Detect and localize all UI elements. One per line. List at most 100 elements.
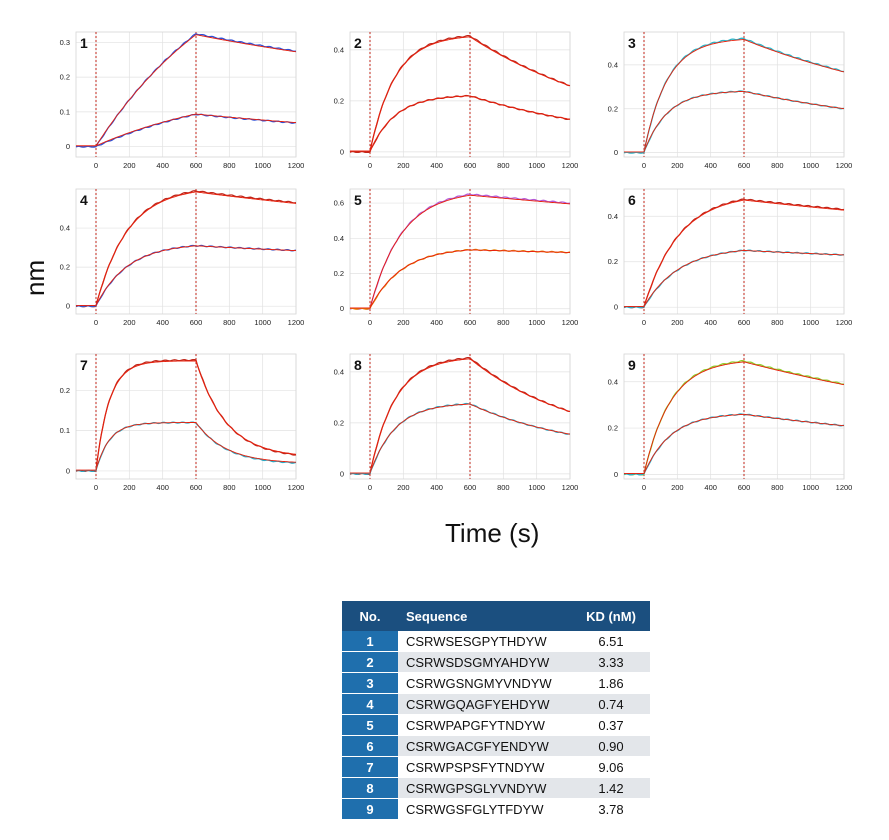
x-tick-label: 800 bbox=[771, 161, 784, 170]
row-sequence: CSRWGACGFYENDYW bbox=[398, 735, 572, 757]
y-tick-label: 0.4 bbox=[334, 45, 344, 54]
panel-number: 1 bbox=[80, 35, 88, 51]
x-tick-label: 200 bbox=[671, 483, 684, 492]
x-tick-label: 1000 bbox=[528, 483, 545, 492]
x-tick-label: 1200 bbox=[288, 161, 305, 170]
plot-frame bbox=[75, 31, 297, 158]
plot-frame bbox=[75, 188, 297, 315]
x-tick-label: 200 bbox=[123, 318, 136, 327]
plot-frame bbox=[623, 188, 845, 315]
x-tick-label: 400 bbox=[704, 483, 717, 492]
row-no: 9 bbox=[342, 798, 398, 820]
fit-curve bbox=[350, 403, 571, 474]
row-no: 1 bbox=[342, 631, 398, 652]
row-no: 4 bbox=[342, 693, 398, 715]
row-sequence: CSRWPSPSFYTNDYW bbox=[398, 756, 572, 778]
x-tick-label: 1000 bbox=[254, 161, 271, 170]
table-row: 4 CSRWGQAGFYEHDYW 0.74 bbox=[342, 693, 650, 715]
x-tick-label: 0 bbox=[642, 318, 646, 327]
row-sequence: CSRWGPSGLYVNDYW bbox=[398, 777, 572, 799]
y-tick-label: 0.4 bbox=[608, 60, 618, 69]
table-row: 5 CSRWPAPGFYTNDYW 0.37 bbox=[342, 714, 650, 736]
x-tick-label: 200 bbox=[671, 318, 684, 327]
x-tick-label: 0 bbox=[368, 483, 372, 492]
row-no: 3 bbox=[342, 672, 398, 694]
fit-curve bbox=[624, 250, 844, 307]
x-tick-label: 1000 bbox=[528, 161, 545, 170]
row-kd: 0.90 bbox=[572, 735, 650, 757]
y-tick-label: 0.4 bbox=[334, 367, 344, 376]
panel-number: 9 bbox=[628, 357, 636, 373]
panel-6: 0 200 400 600 800 1000 1200 0 0.2 0.4 6 bbox=[608, 188, 852, 327]
row-kd: 9.06 bbox=[572, 756, 650, 778]
panel-7: 0 200 400 600 800 1000 1200 0 0.1 0.2 7 bbox=[60, 353, 305, 492]
row-kd: 1.86 bbox=[572, 672, 650, 694]
panel-9: 0 200 400 600 800 1000 1200 0 0.2 0.4 9 bbox=[608, 353, 852, 492]
panel-number: 5 bbox=[354, 192, 362, 208]
x-tick-label: 1000 bbox=[254, 318, 271, 327]
table-header-row: No. Sequence KD (nM) bbox=[342, 601, 650, 631]
y-tick-label: 0.2 bbox=[334, 418, 344, 427]
plot-frame bbox=[75, 353, 297, 480]
y-tick-label: 0.4 bbox=[334, 234, 344, 243]
x-tick-label: 400 bbox=[430, 161, 443, 170]
x-tick-label: 800 bbox=[223, 161, 236, 170]
y-tick-label: 0.2 bbox=[608, 104, 618, 113]
y-tick-label: 0 bbox=[340, 147, 344, 156]
table-row: 1 CSRWSESGPYTHDYW 6.51 bbox=[342, 631, 650, 652]
y-tick-label: 0 bbox=[66, 466, 70, 475]
y-tick-label: 0.2 bbox=[608, 257, 618, 266]
y-tick-label: 0 bbox=[614, 148, 618, 157]
row-no: 7 bbox=[342, 756, 398, 778]
y-tick-label: 0 bbox=[66, 302, 70, 311]
plot-frame bbox=[623, 31, 845, 158]
x-tick-label: 400 bbox=[156, 161, 169, 170]
fit-curve bbox=[624, 90, 845, 153]
x-tick-label: 600 bbox=[738, 161, 751, 170]
x-tick-label: 600 bbox=[738, 483, 751, 492]
table-row: 8 CSRWGPSGLYVNDYW 1.42 bbox=[342, 777, 650, 799]
table-row: 9 CSRWGSFGLYTFDYW 3.78 bbox=[342, 798, 650, 820]
x-tick-label: 800 bbox=[497, 483, 510, 492]
row-kd: 1.42 bbox=[572, 777, 650, 799]
header-no: No. bbox=[342, 601, 398, 631]
x-tick-label: 600 bbox=[464, 161, 477, 170]
x-tick-label: 600 bbox=[190, 483, 203, 492]
x-tick-label: 0 bbox=[94, 483, 98, 492]
row-kd: 0.74 bbox=[572, 693, 650, 715]
x-tick-label: 1200 bbox=[836, 161, 853, 170]
y-tick-label: 0 bbox=[66, 142, 70, 151]
row-kd: 3.78 bbox=[572, 798, 650, 820]
row-kd: 6.51 bbox=[572, 631, 650, 652]
y-tick-label: 0.3 bbox=[60, 38, 70, 47]
row-sequence: CSRWSESGPYTHDYW bbox=[398, 631, 572, 652]
y-tick-label: 0.2 bbox=[334, 269, 344, 278]
panel-5: 0 200 400 600 800 1000 1200 0 0.2 0.4 0.6 5 bbox=[334, 188, 579, 327]
row-sequence: CSRWGSNGMYVNDYW bbox=[398, 672, 572, 694]
x-tick-label: 0 bbox=[642, 483, 646, 492]
fit-curve bbox=[624, 413, 845, 475]
x-tick-label: 200 bbox=[397, 318, 410, 327]
x-tick-label: 200 bbox=[397, 161, 410, 170]
y-tick-label: 0.1 bbox=[60, 107, 70, 116]
x-tick-label: 1200 bbox=[288, 483, 305, 492]
x-tick-label: 200 bbox=[397, 483, 410, 492]
panel-number: 8 bbox=[354, 357, 362, 373]
y-tick-label: 0 bbox=[614, 470, 618, 479]
x-tick-label: 800 bbox=[771, 483, 784, 492]
panel-number: 3 bbox=[628, 35, 636, 51]
x-tick-label: 800 bbox=[771, 318, 784, 327]
row-no: 2 bbox=[342, 651, 398, 673]
x-tick-label: 400 bbox=[704, 318, 717, 327]
row-kd: 3.33 bbox=[572, 651, 650, 673]
plot-frame bbox=[623, 353, 845, 480]
table-row: 6 CSRWGACGFYENDYW 0.90 bbox=[342, 735, 650, 757]
x-tick-label: 1200 bbox=[562, 318, 579, 327]
fit-curve bbox=[350, 249, 571, 309]
fit-curve bbox=[350, 358, 571, 474]
x-tick-label: 1000 bbox=[254, 483, 271, 492]
fit-curve bbox=[350, 36, 571, 152]
x-tick-label: 1200 bbox=[562, 161, 579, 170]
y-tick-label: 0.2 bbox=[60, 386, 70, 395]
